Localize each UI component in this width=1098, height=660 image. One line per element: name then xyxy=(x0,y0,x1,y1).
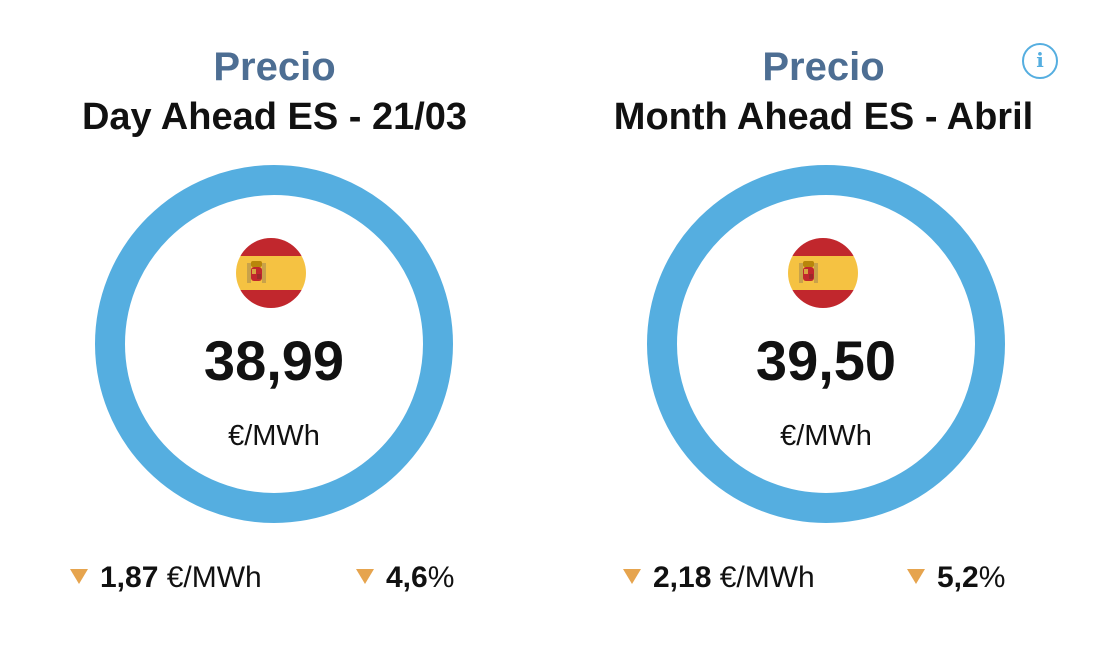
card-headline: Day Ahead ES - 21/03 xyxy=(81,96,468,138)
change-absolute: 1,87 €/MWh xyxy=(70,558,262,598)
down-arrow-icon xyxy=(623,568,641,584)
price-card-month-ahead: Precio Month Ahead ES - Abril 39,50 €/MW… xyxy=(549,0,1098,660)
price-unit: €/MWh xyxy=(228,420,320,452)
card-kicker: Precio xyxy=(213,45,336,89)
price-card-day-ahead: Precio Day Ahead ES - 21/03 38,99 €/MWh … xyxy=(70,45,468,598)
change-percent-value: 5,2 xyxy=(937,561,979,594)
card-kicker: Precio xyxy=(762,45,885,89)
change-percent: 4,6% xyxy=(356,558,454,598)
price-value: 38,99 xyxy=(203,329,345,392)
change-percent: 5,2% xyxy=(907,558,1005,598)
spain-flag-icon xyxy=(788,238,858,308)
change-absolute-unit: €/MWh xyxy=(719,561,815,594)
change-absolute-value: 1,87 xyxy=(100,561,159,594)
info-icon[interactable]: i xyxy=(1022,43,1058,79)
card-headline: Month Ahead ES - Abril xyxy=(613,96,1034,138)
spain-flag-icon xyxy=(236,238,306,308)
change-percent-unit: % xyxy=(978,561,1006,594)
down-arrow-icon xyxy=(70,568,88,584)
change-percent-value: 4,6 xyxy=(386,561,428,594)
down-arrow-icon xyxy=(356,568,374,584)
price-unit: €/MWh xyxy=(780,420,872,452)
change-absolute-unit: €/MWh xyxy=(166,561,262,594)
change-percent-unit: % xyxy=(427,561,455,594)
down-arrow-icon xyxy=(907,568,925,584)
change-absolute-value: 2,18 xyxy=(653,561,712,594)
price-value: 39,50 xyxy=(755,329,897,392)
change-absolute: 2,18 €/MWh xyxy=(623,558,815,598)
